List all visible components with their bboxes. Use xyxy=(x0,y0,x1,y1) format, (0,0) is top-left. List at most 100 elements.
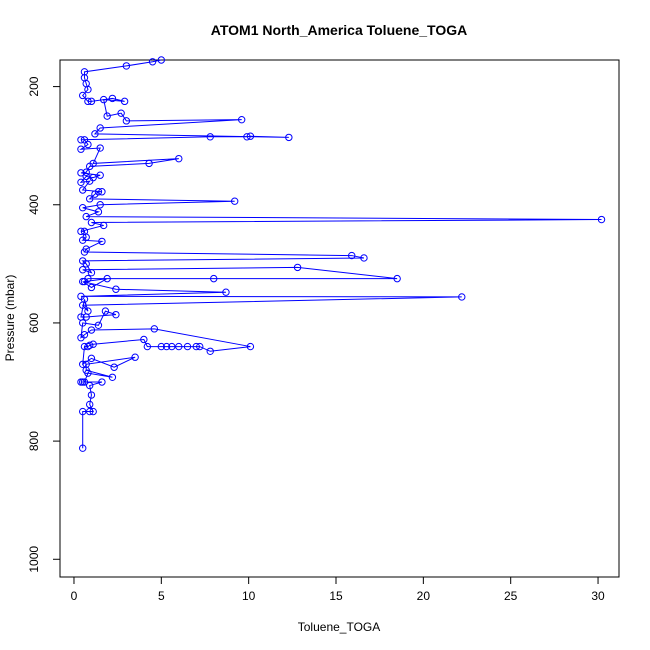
data-point xyxy=(86,407,94,416)
data-point xyxy=(87,97,96,106)
data-point xyxy=(82,360,90,368)
data-point xyxy=(98,237,106,246)
data-point xyxy=(79,301,87,309)
data-point xyxy=(143,342,152,351)
data-point xyxy=(86,400,94,409)
data-point xyxy=(82,168,90,176)
data-point xyxy=(77,136,85,144)
data-point xyxy=(79,266,87,274)
chart-title: ATOM1 North_America Toluene_TOGA xyxy=(211,22,467,38)
data-point xyxy=(246,132,255,140)
x-tick-label: 5 xyxy=(158,589,165,603)
data-point xyxy=(86,195,94,203)
x-tick-label: 0 xyxy=(71,589,78,603)
data-point xyxy=(103,274,111,283)
data-point xyxy=(246,342,255,351)
series-line xyxy=(79,59,602,449)
data-point xyxy=(82,245,90,253)
data-point xyxy=(140,335,148,344)
y-axis-label: Pressure (mbar) xyxy=(3,275,17,362)
data-point xyxy=(196,342,204,351)
plot-frame xyxy=(59,59,620,578)
data-point xyxy=(79,360,87,368)
data-point xyxy=(230,197,239,205)
data-point xyxy=(77,334,85,342)
data-point xyxy=(89,173,97,182)
data-point xyxy=(80,136,89,144)
data-point xyxy=(96,124,104,132)
data-point xyxy=(82,212,90,221)
data-point xyxy=(94,208,103,216)
data-point xyxy=(79,91,87,100)
data-point xyxy=(87,218,96,227)
data-point xyxy=(168,342,176,351)
data-point xyxy=(94,321,103,329)
y-tick-label: 1000 xyxy=(27,546,41,573)
data-point xyxy=(99,221,108,230)
data-point xyxy=(87,269,96,277)
data-point xyxy=(157,342,166,351)
y-tick-label: 200 xyxy=(27,76,41,96)
data-point xyxy=(86,341,94,350)
data-point xyxy=(98,188,106,196)
data-point xyxy=(108,94,117,103)
data-point xyxy=(112,310,120,319)
x-axis: 0 5 10 15 20 25 30 xyxy=(71,576,605,603)
data-point xyxy=(87,283,96,292)
data-point xyxy=(80,227,89,236)
data-point xyxy=(148,58,157,66)
data-point xyxy=(122,117,131,125)
data-point xyxy=(293,263,302,272)
data-point xyxy=(77,227,85,236)
data-point xyxy=(96,144,104,152)
x-tick-label: 10 xyxy=(242,589,256,603)
data-point xyxy=(77,378,85,386)
data-point xyxy=(210,274,218,283)
data-point xyxy=(597,215,606,224)
x-tick-label: 20 xyxy=(417,589,431,603)
data-point xyxy=(84,274,92,283)
data-point xyxy=(84,140,92,149)
data-point xyxy=(360,254,368,262)
data-point xyxy=(175,342,183,351)
data-point xyxy=(157,56,166,64)
data-point xyxy=(183,342,192,351)
data-point xyxy=(87,354,96,363)
data-point xyxy=(117,109,125,117)
data-point xyxy=(91,130,99,138)
data-point xyxy=(393,274,401,283)
data-point xyxy=(84,97,92,106)
data-point xyxy=(89,159,97,168)
y-axis: 200 400 600 800 1000 xyxy=(27,76,61,573)
data-point xyxy=(162,342,171,351)
x-tick-label: 25 xyxy=(504,589,518,603)
data-point xyxy=(285,133,293,142)
data-point xyxy=(77,169,85,177)
data-point xyxy=(89,340,97,348)
data-point xyxy=(77,292,85,301)
data-point xyxy=(98,378,106,386)
data-point xyxy=(120,97,129,106)
data-point xyxy=(80,342,89,351)
data-point xyxy=(99,95,108,104)
data-point xyxy=(150,325,159,333)
data-point xyxy=(77,313,85,321)
data-point xyxy=(348,251,356,260)
data-point xyxy=(101,307,110,315)
data-point xyxy=(131,353,139,361)
data-point xyxy=(145,159,153,168)
data-point xyxy=(96,171,104,179)
data-point xyxy=(89,407,97,416)
data-point xyxy=(206,133,214,141)
data-point xyxy=(206,347,214,355)
data-point xyxy=(77,145,85,153)
data-point xyxy=(192,342,200,351)
x-tick-label: 30 xyxy=(591,589,605,603)
x-tick-label: 15 xyxy=(329,589,343,603)
data-point xyxy=(96,201,104,209)
data-point xyxy=(222,288,230,296)
data-point xyxy=(79,257,87,265)
series-layer xyxy=(77,56,606,452)
y-tick-label: 600 xyxy=(27,313,41,333)
